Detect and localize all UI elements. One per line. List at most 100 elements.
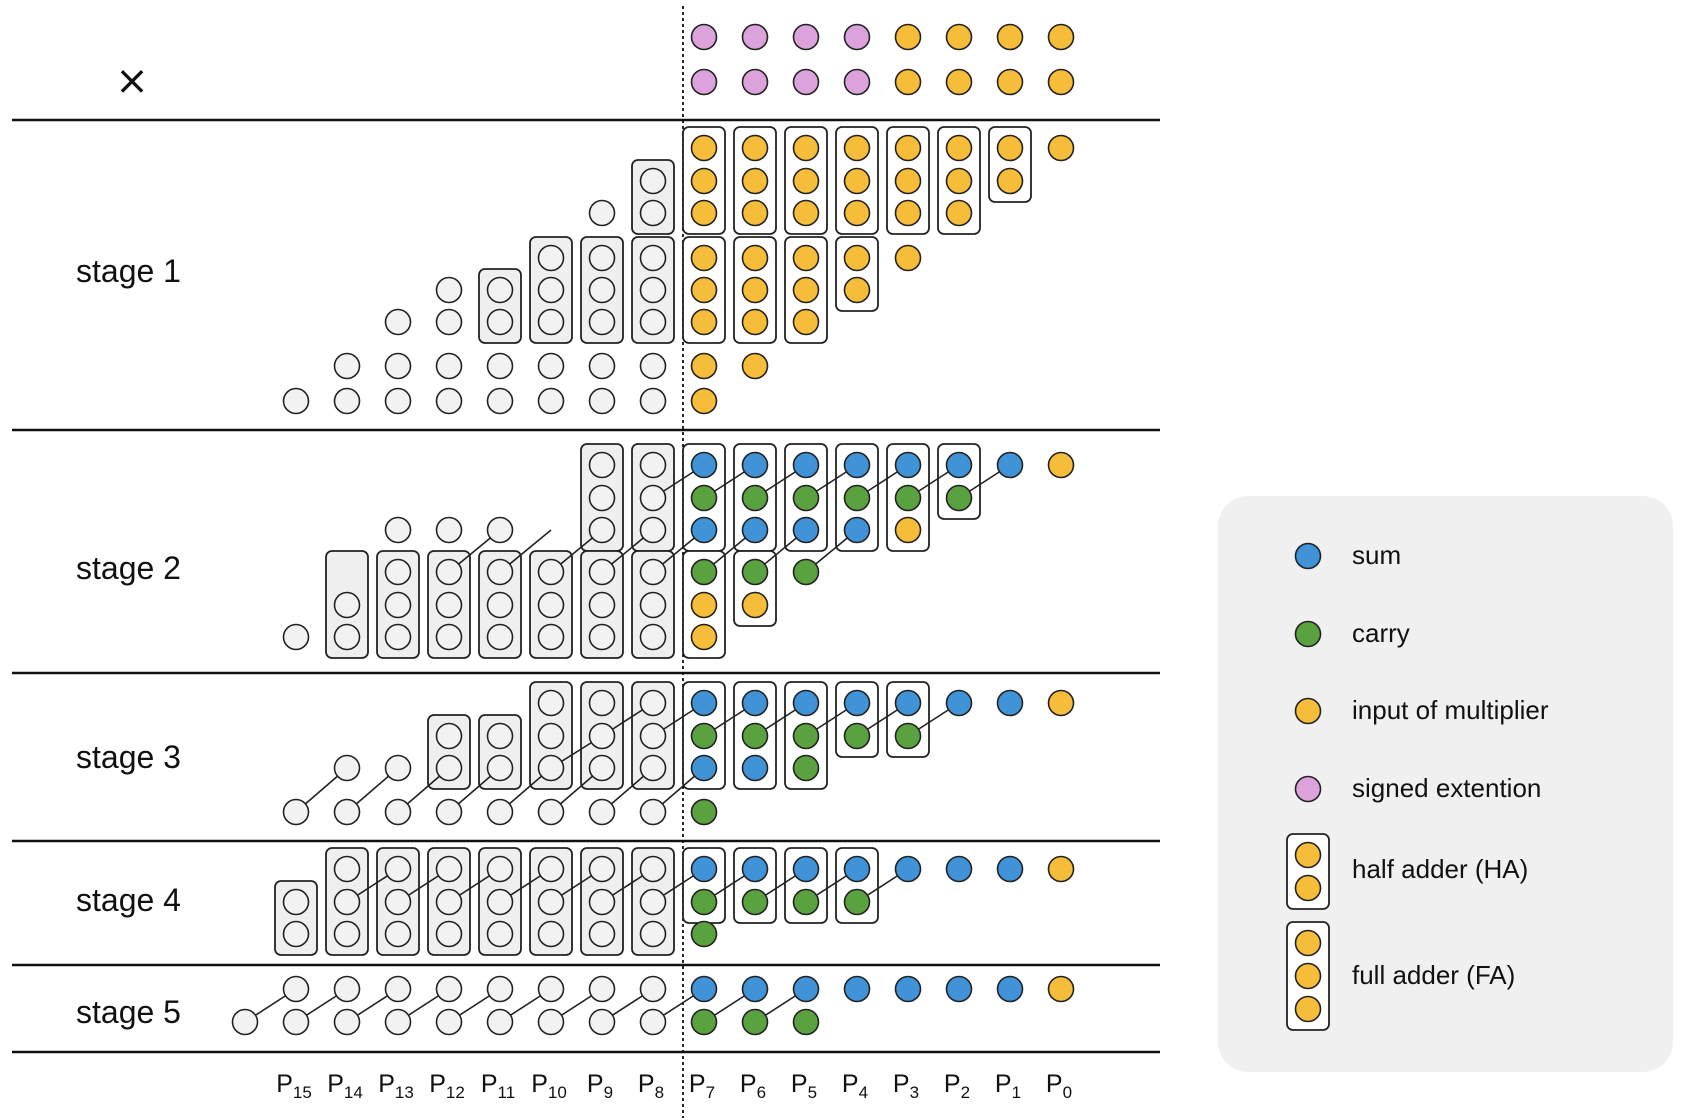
column-label-p1: P1	[995, 1070, 1021, 1102]
sum-dot	[894, 975, 922, 1003]
signed-dot	[690, 68, 718, 96]
input-dot	[843, 276, 871, 304]
partial-dot	[537, 352, 565, 380]
input-dot	[894, 244, 922, 272]
partial-dot	[588, 516, 616, 544]
input-dot	[741, 308, 769, 336]
input-dot	[894, 199, 922, 227]
partial-dot	[537, 855, 565, 883]
input-dot	[1047, 134, 1075, 162]
partial-dot	[639, 244, 667, 272]
partial-dot	[486, 276, 514, 304]
partial-dot	[384, 920, 412, 948]
partial-dot	[333, 975, 361, 1003]
sum-dot	[690, 451, 718, 479]
partial-dot	[537, 888, 565, 916]
column-label-p15: P15	[276, 1070, 312, 1102]
input-dot	[945, 167, 973, 195]
partial-dot	[588, 352, 616, 380]
partial-dot	[435, 516, 463, 544]
input-dot	[1047, 23, 1075, 51]
input-dot	[894, 167, 922, 195]
sum-dot	[792, 855, 820, 883]
partial-dot	[486, 888, 514, 916]
input-dot	[792, 308, 820, 336]
input-dot	[1294, 697, 1322, 725]
column-label-p8: P8	[638, 1070, 664, 1102]
input-dot	[996, 167, 1024, 195]
input-dot	[741, 244, 769, 272]
carry-dot	[1294, 620, 1322, 648]
input-dot	[690, 167, 718, 195]
sum-dot	[690, 754, 718, 782]
signed-dot	[1294, 775, 1322, 803]
partial-dot	[537, 1008, 565, 1036]
partial-dot	[639, 387, 667, 415]
partial-dot	[282, 920, 310, 948]
partial-dot	[588, 484, 616, 512]
partial-dot	[486, 855, 514, 883]
partial-dot	[588, 888, 616, 916]
sum-dot	[996, 855, 1024, 883]
column-label-p10: P10	[531, 1070, 567, 1102]
column-labels: P15 P14 P13 P12 P11 P10 P9 P8 P7 P6 P5 P4 P3 P2 P1 P0	[276, 1070, 1072, 1102]
partial-dot	[384, 623, 412, 651]
carry-dot	[894, 484, 922, 512]
signed-dot	[741, 68, 769, 96]
input-dot	[945, 199, 973, 227]
partial-dot	[588, 975, 616, 1003]
carry-dot	[741, 888, 769, 916]
input-dot	[996, 23, 1024, 51]
input-dot	[945, 134, 973, 162]
partial-dot	[435, 308, 463, 336]
sum-dot	[741, 516, 769, 544]
partial-dot	[588, 308, 616, 336]
legend-panel	[1218, 496, 1673, 1072]
sum-dot	[945, 855, 973, 883]
partial-dot	[639, 352, 667, 380]
input-dot	[1294, 874, 1322, 902]
partial-dot	[435, 591, 463, 619]
partial-dot	[333, 387, 361, 415]
partial-dot	[435, 888, 463, 916]
input-dot	[1294, 962, 1322, 990]
partial-dot	[333, 798, 361, 826]
partial-dot	[435, 352, 463, 380]
partial-dot	[384, 558, 412, 586]
input-dot	[690, 352, 718, 380]
stage-label-1: stage 1	[76, 253, 181, 289]
legend-label-input: input of multiplier	[1352, 695, 1549, 725]
sum-dot	[690, 975, 718, 1003]
partial-dot	[588, 754, 616, 782]
carry-dot	[690, 722, 718, 750]
carry-dot	[792, 888, 820, 916]
partial-dot	[588, 722, 616, 750]
sum-dot	[996, 975, 1024, 1003]
input-dot	[741, 591, 769, 619]
input-dot	[1294, 929, 1322, 957]
legend-icons	[1286, 542, 1330, 1031]
partial-dot	[486, 387, 514, 415]
partial-dot	[384, 387, 412, 415]
sum-dot	[792, 451, 820, 479]
partial-dot	[384, 591, 412, 619]
partial-dot	[639, 199, 667, 227]
input-dot	[1294, 841, 1322, 869]
partial-dot	[435, 558, 463, 586]
column-label-p4: P4	[842, 1070, 868, 1102]
sum-dot	[843, 975, 871, 1003]
carry-dot	[690, 920, 718, 948]
input-dot	[741, 276, 769, 304]
input-dot	[792, 134, 820, 162]
partial-dot	[384, 754, 412, 782]
legend-label-sum: sum	[1352, 540, 1401, 570]
column-label-p9: P9	[587, 1070, 613, 1102]
carry-dot	[843, 484, 871, 512]
input-dot	[894, 68, 922, 96]
input-dot	[945, 23, 973, 51]
input-dot	[1047, 68, 1075, 96]
partial-dot	[333, 352, 361, 380]
partial-dot	[537, 244, 565, 272]
sum-dot	[792, 516, 820, 544]
partial-dot	[639, 451, 667, 479]
